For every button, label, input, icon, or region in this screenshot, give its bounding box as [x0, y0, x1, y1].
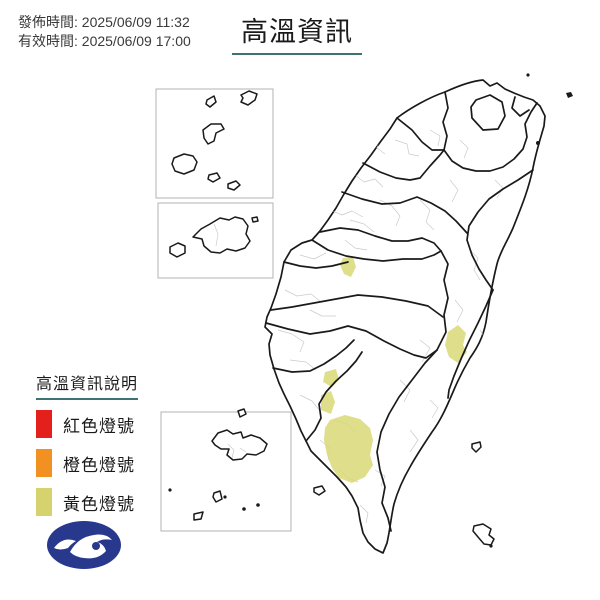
- county-boundaries: [265, 91, 538, 532]
- central-weather-administration-logo: [47, 521, 121, 569]
- orchid-island: [472, 523, 495, 546]
- timestamp-block: 發佈時間: 2025/06/09 11:32 有效時間: 2025/06/09 …: [18, 13, 191, 51]
- orange-light-swatch: [36, 449, 52, 477]
- legend-label: 黃色燈號: [63, 494, 135, 514]
- red-light-swatch: [36, 410, 52, 438]
- legend-item-yellow: 黃色燈號: [36, 487, 166, 517]
- page-title: 高溫資訊: [232, 10, 362, 55]
- legend-label: 橙色燈號: [63, 455, 135, 475]
- legend: 高溫資訊說明 紅色燈號 橙色燈號 黃色燈號: [36, 370, 166, 517]
- yellow-light-swatch: [36, 488, 52, 516]
- matsu-inset: [155, 88, 274, 199]
- publish-time: 發佈時間: 2025/06/09 11:32: [18, 14, 190, 30]
- highlight-central: [340, 257, 356, 277]
- legend-item-red: 紅色燈號: [36, 409, 166, 439]
- township-boundaries: [277, 129, 504, 524]
- green-island: [471, 441, 482, 453]
- highlight-south-mountain-2: [321, 391, 335, 414]
- highlight-south-large: [324, 415, 373, 483]
- offshore-islets: [313, 73, 573, 548]
- legend-label: 紅色燈號: [63, 416, 135, 436]
- penghu-inset: [160, 408, 292, 532]
- legend-item-orange: 橙色燈號: [36, 448, 166, 478]
- liuqiu-island: [313, 485, 326, 496]
- effective-time: 有效時間: 2025/06/09 17:00: [18, 33, 191, 49]
- kinmen-inset: [157, 202, 274, 279]
- legend-title: 高溫資訊說明: [36, 370, 139, 400]
- taiwan-main-island: [264, 79, 546, 554]
- highlight-east-coast: [445, 325, 467, 363]
